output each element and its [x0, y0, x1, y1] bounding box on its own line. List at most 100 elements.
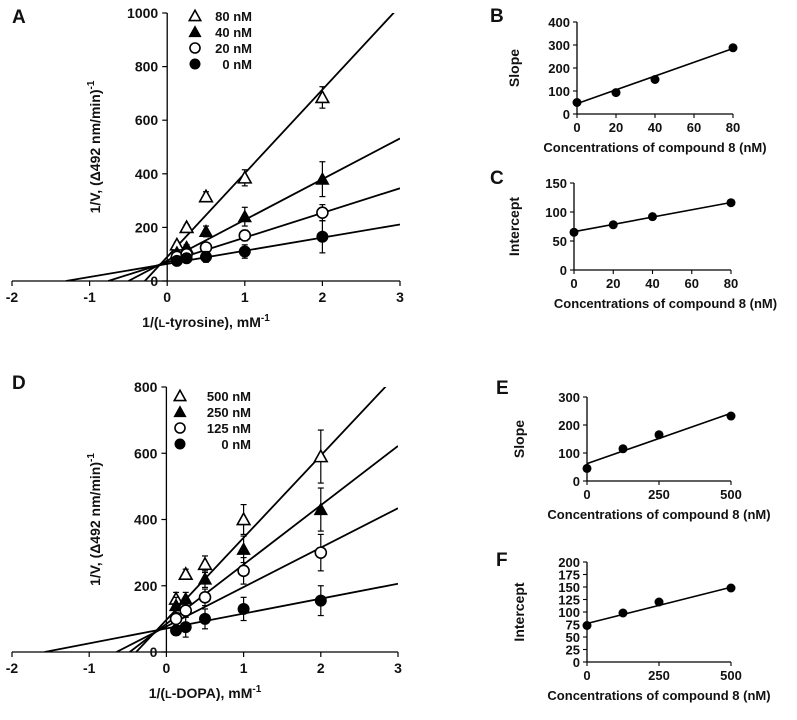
legend-marker: [174, 438, 186, 450]
data-point: [618, 608, 628, 618]
data-point: [582, 463, 592, 473]
y-tick-label: 400: [135, 166, 159, 182]
data-point: [608, 220, 618, 230]
data-point: [726, 583, 736, 593]
legend-marker: [188, 25, 202, 38]
data-point: [198, 224, 214, 237]
fit-line-0-nM: [44, 582, 398, 652]
data-point: [235, 511, 252, 526]
data-point: [313, 502, 328, 516]
data-point: [179, 621, 192, 634]
legend-label: 20 nM: [215, 41, 252, 56]
fit-line-125-nM: [116, 507, 398, 652]
x-axis-label: Concentrations of compound 8 (nM): [547, 688, 770, 703]
data-point: [316, 206, 329, 219]
y-label-part: -1: [86, 80, 97, 89]
y-axis-label: Intercept: [511, 582, 527, 641]
y-axis-label: Slope: [506, 49, 522, 87]
legend-marker: [189, 58, 201, 70]
data-point: [199, 612, 211, 625]
legend-label: 500 nM: [207, 389, 251, 404]
y-tick-label: 1000: [127, 5, 158, 21]
legend-marker: [173, 405, 187, 418]
data-point: [726, 198, 736, 208]
x-tick-label: 250: [648, 487, 670, 502]
series-250-nM: [168, 487, 328, 615]
y-tick-label: 200: [134, 578, 158, 594]
x-tick-label: 40: [648, 120, 662, 135]
x-label-part: L: [165, 689, 172, 701]
y-tick-label: 200: [558, 418, 580, 433]
data-point: [237, 209, 252, 223]
x-tick-label: 60: [685, 276, 699, 291]
x-tick-label: 60: [687, 120, 701, 135]
data-point: [314, 546, 328, 559]
data-point: [197, 571, 213, 585]
y-tick-label: 125: [558, 593, 580, 608]
y-label-part: 1/V, (Δ492 nm/min): [87, 462, 103, 586]
y-tick-label: 100: [558, 605, 580, 620]
y-tick-label: 300: [548, 38, 570, 53]
x-tick-label: 250: [648, 668, 670, 683]
legend-label: 0 nM: [221, 437, 251, 452]
x-tick-label: 0: [163, 660, 171, 676]
x-tick-label: 500: [720, 487, 742, 502]
x-label-part: -1: [261, 313, 270, 324]
data-point: [582, 621, 592, 630]
data-point: [236, 541, 251, 555]
legend-marker: [187, 8, 203, 22]
x-label-part: -1: [252, 684, 261, 695]
data-point: [178, 219, 195, 234]
y-tick-label: 100: [545, 205, 567, 220]
data-point: [180, 252, 193, 265]
x-axis-label: Concentrations of compound 8 (nM): [554, 296, 777, 311]
fit-line-0-nM: [65, 223, 400, 281]
y-axis-label: Slope: [511, 420, 527, 458]
data-point: [313, 448, 329, 463]
x-tick-label: 500: [720, 668, 742, 683]
fit-line-80-nM: [144, 13, 395, 281]
data-point: [237, 564, 250, 578]
y-axis-label: 1/V, (Δ492 nm/min)-1: [86, 80, 103, 213]
x-axis-label: 1/(L-tyrosine), mM-1: [142, 313, 270, 330]
x-label-part: 1/(: [149, 685, 166, 701]
data-point: [168, 598, 184, 612]
panel-letter: D: [12, 373, 26, 394]
data-point: [618, 444, 628, 454]
x-axis-label: Concentrations of compound 8 (nM): [547, 507, 770, 522]
x-tick-label: -2: [6, 289, 19, 305]
x-tick-label: 1: [240, 660, 248, 676]
data-point: [650, 75, 660, 84]
y-tick-label: 0: [563, 107, 570, 122]
data-point: [169, 612, 183, 626]
y-axis-label: Intercept: [506, 197, 522, 256]
data-point: [197, 556, 213, 571]
panel-letter: E: [496, 378, 509, 399]
x-tick-label: 80: [724, 276, 738, 291]
x-tick-label: 2: [319, 289, 327, 305]
data-point: [726, 411, 736, 421]
x-tick-label: 0: [570, 276, 577, 291]
y-tick-label: 150: [558, 580, 580, 595]
y-tick-label: 200: [558, 555, 580, 570]
legend-marker: [172, 388, 188, 402]
series-0-nM: [170, 220, 329, 267]
legend-marker: [189, 42, 201, 54]
x-tick-label: -1: [83, 660, 96, 676]
y-tick-label: 0: [150, 644, 158, 660]
data-point: [237, 169, 253, 184]
y-tick-label: 400: [548, 15, 570, 30]
data-point: [728, 43, 738, 53]
data-point: [238, 229, 252, 242]
y-label-part: 1/V, (Δ492 nm/min): [87, 89, 103, 213]
panel-e: 0 250 500 0 100 200 300 Concentrations of compo…: [496, 378, 771, 522]
x-tick-label: 20: [609, 120, 623, 135]
panel-letter: A: [12, 7, 26, 28]
data-point: [314, 89, 331, 104]
series-80-nM: [169, 86, 331, 251]
data-point: [654, 430, 664, 440]
